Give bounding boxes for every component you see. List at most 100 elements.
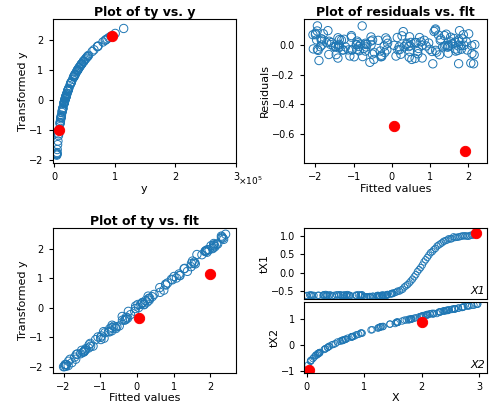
Point xyxy=(404,281,411,288)
Point xyxy=(395,44,403,50)
Point xyxy=(322,292,330,299)
Point xyxy=(356,293,364,299)
Point xyxy=(348,334,356,340)
Point xyxy=(332,291,340,298)
Point xyxy=(352,293,360,299)
Point xyxy=(348,334,356,340)
Point xyxy=(120,25,128,32)
Y-axis label: tX2: tX2 xyxy=(270,328,280,347)
Point xyxy=(53,149,61,156)
Point xyxy=(444,50,452,56)
Point xyxy=(436,52,444,58)
Point xyxy=(411,55,419,62)
Point xyxy=(417,313,425,320)
X-axis label: Fitted values: Fitted values xyxy=(108,393,180,403)
Point xyxy=(430,310,438,317)
Point xyxy=(60,99,68,106)
Point xyxy=(52,177,60,183)
Point xyxy=(439,308,447,314)
Point xyxy=(309,31,317,38)
Point xyxy=(70,74,78,80)
Point xyxy=(328,293,336,299)
Point xyxy=(444,307,452,314)
Point xyxy=(64,86,72,93)
Point xyxy=(384,291,392,298)
Point xyxy=(79,349,87,356)
Point xyxy=(108,328,116,334)
Point xyxy=(142,297,150,304)
Point xyxy=(469,232,477,239)
Point xyxy=(462,38,470,45)
Point xyxy=(64,86,72,92)
Point xyxy=(356,292,364,299)
Point xyxy=(57,115,65,122)
Point xyxy=(352,292,360,299)
Point xyxy=(436,37,444,44)
Point xyxy=(310,46,318,52)
Point xyxy=(162,282,170,288)
Point xyxy=(344,292,352,299)
Point xyxy=(52,187,60,194)
Point xyxy=(220,236,228,243)
Point xyxy=(363,41,371,48)
Point xyxy=(77,62,85,68)
Point xyxy=(457,42,465,49)
Point xyxy=(447,39,455,45)
Point xyxy=(342,292,350,299)
Point xyxy=(168,276,176,283)
Point xyxy=(316,43,324,50)
Point xyxy=(53,146,61,153)
Point xyxy=(357,292,365,299)
Point xyxy=(62,94,70,101)
Point xyxy=(454,304,462,311)
Point xyxy=(326,41,334,48)
Point xyxy=(392,319,400,325)
Point xyxy=(432,47,440,54)
Point xyxy=(310,292,318,299)
Point xyxy=(66,80,74,87)
Point xyxy=(422,43,430,49)
Point xyxy=(394,318,402,325)
Point xyxy=(328,293,336,299)
Point xyxy=(99,39,107,45)
Point xyxy=(416,264,424,271)
Point xyxy=(143,299,151,305)
Point xyxy=(454,305,462,311)
Point xyxy=(466,232,474,239)
Point xyxy=(55,126,63,133)
Point xyxy=(314,46,322,53)
Point xyxy=(367,38,375,44)
Point xyxy=(428,248,436,255)
Point xyxy=(370,56,378,63)
Point xyxy=(62,93,70,99)
Point xyxy=(59,104,67,111)
Point xyxy=(85,342,93,348)
Point xyxy=(383,47,391,53)
Point xyxy=(352,292,360,298)
Point xyxy=(353,46,361,53)
Point xyxy=(397,287,405,293)
Point xyxy=(318,37,326,44)
Point xyxy=(381,292,389,299)
Point xyxy=(453,234,461,241)
Point xyxy=(472,229,480,236)
Point xyxy=(376,323,384,330)
Point xyxy=(444,307,452,314)
Point xyxy=(316,349,324,356)
Point xyxy=(470,302,478,309)
Point xyxy=(470,52,478,58)
Point xyxy=(64,88,72,94)
Point xyxy=(436,309,444,315)
Point xyxy=(160,287,168,293)
Point xyxy=(98,332,106,339)
Point xyxy=(303,293,311,299)
Point xyxy=(394,288,402,294)
Point xyxy=(367,327,375,333)
Point xyxy=(334,55,342,61)
Point xyxy=(412,39,420,46)
Point xyxy=(414,50,422,57)
Point xyxy=(106,325,114,332)
Point xyxy=(316,350,324,356)
Point xyxy=(418,55,426,61)
Point xyxy=(118,317,126,323)
